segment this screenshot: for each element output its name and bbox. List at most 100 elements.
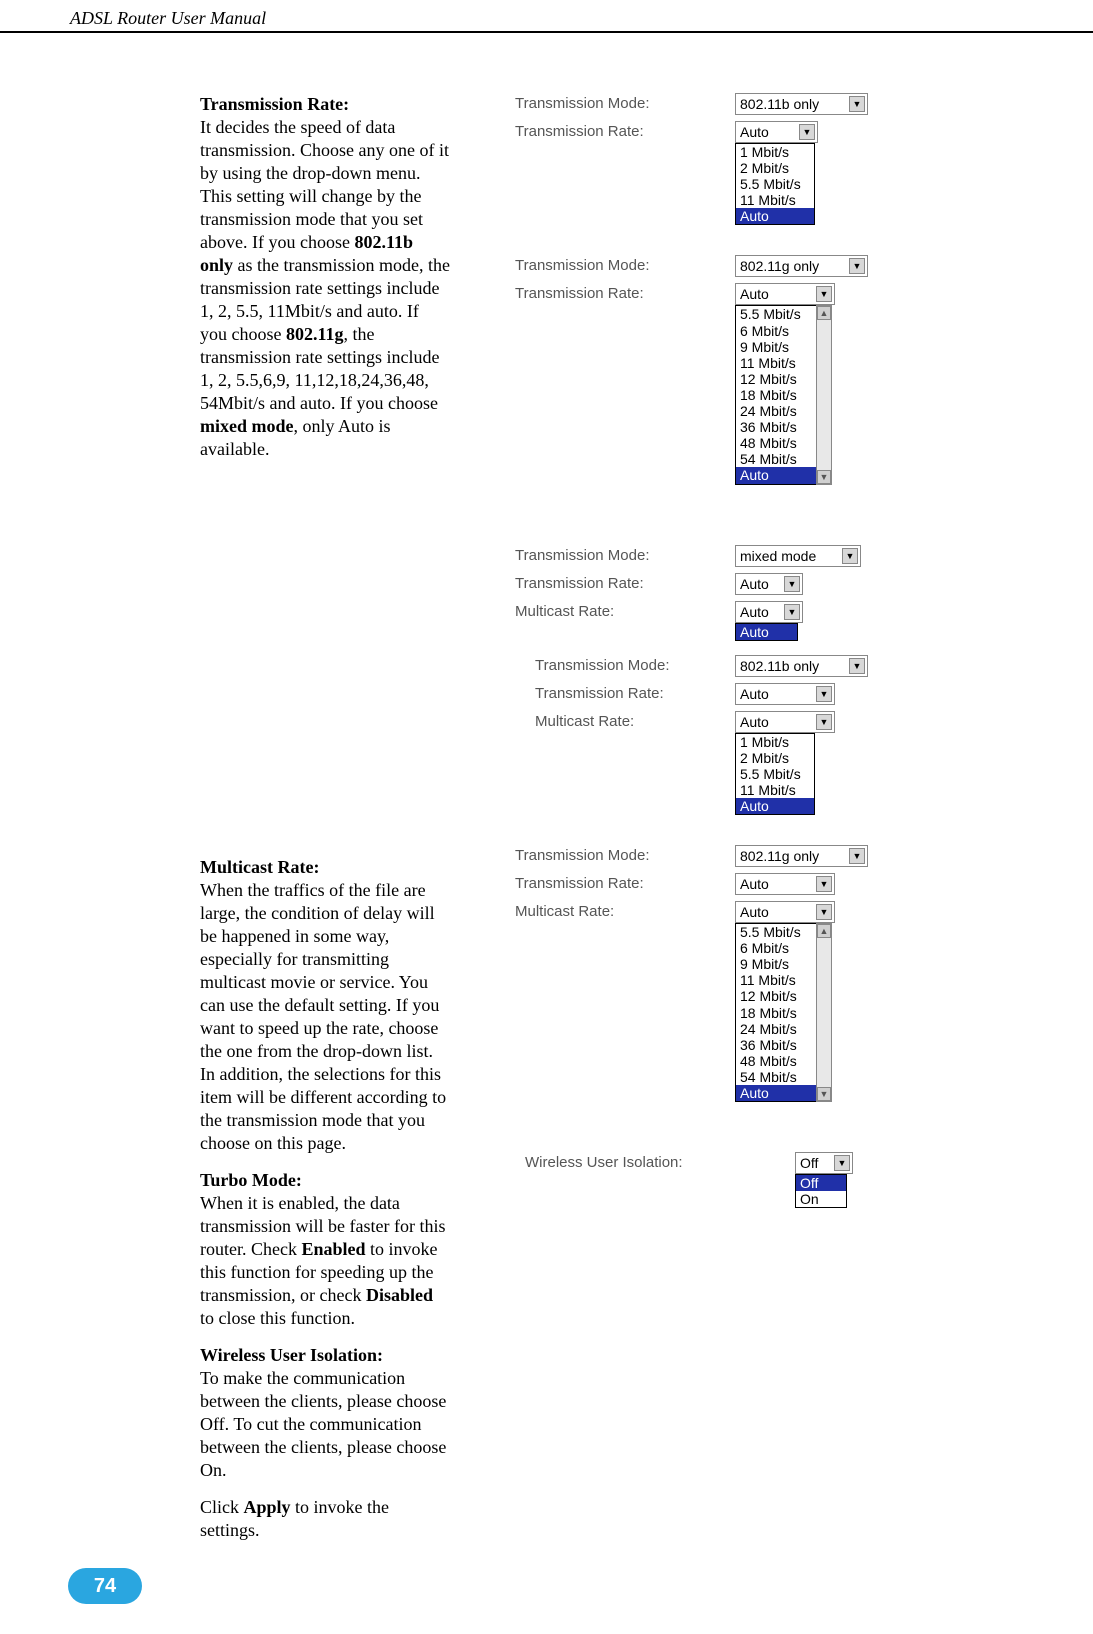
chevron-down-icon: ▼ [784,576,800,592]
list-item[interactable]: Auto [736,467,816,483]
label-transmission-mode: Transmission Mode: [515,93,735,112]
wireless-isolation-title: Wireless User Isolation: [200,1345,383,1365]
list-item[interactable]: Auto [736,208,814,224]
list-item[interactable]: 54 Mbit/s [736,451,816,467]
list-item[interactable]: 11 Mbit/s [736,192,814,208]
text-bold: Disabled [366,1285,433,1305]
text-bold: 802.11g [286,324,344,344]
list-item[interactable]: 9 Mbit/s [736,956,816,972]
list-item[interactable]: Auto [736,798,814,814]
list-item[interactable]: 5.5 Mbit/s [736,176,814,192]
chevron-down-icon: ▼ [849,848,865,864]
transmission-rate-select[interactable]: Auto▼ [735,683,835,705]
transmission-mode-select[interactable]: 802.11b only▼ [735,655,868,677]
label-transmission-rate: Transmission Rate: [515,573,735,592]
chevron-down-icon: ▼ [816,714,832,730]
list-item[interactable]: 2 Mbit/s [736,750,814,766]
text: When the traffics of the file are large,… [200,880,446,1153]
text: To make the communication between the cl… [200,1368,446,1480]
text: Click [200,1497,244,1517]
ui-block-1: Transmission Mode: 802.11b only▼ Transmi… [460,93,1063,225]
transmission-mode-select[interactable]: mixed mode▼ [735,545,861,567]
chevron-down-icon: ▼ [849,96,865,112]
list-item[interactable]: 11 Mbit/s [736,355,816,371]
list-item[interactable]: 11 Mbit/s [736,972,816,988]
transmission-rate-select[interactable]: Auto▼ [735,873,835,895]
list-item[interactable]: 1 Mbit/s [736,144,814,160]
rate-options-listbox[interactable]: 1 Mbit/s2 Mbit/s5.5 Mbit/s11 Mbit/sAuto [735,143,815,225]
list-item[interactable]: 12 Mbit/s [736,371,816,387]
transmission-rate-select[interactable]: Auto▼ [735,121,818,143]
list-item[interactable]: On [796,1191,846,1207]
list-item[interactable]: 6 Mbit/s [736,323,816,339]
isolation-options-listbox[interactable]: OffOn [795,1174,847,1208]
rate-options-listbox[interactable]: 5.5 Mbit/s6 Mbit/s9 Mbit/s11 Mbit/s12 Mb… [735,305,816,484]
ui-block-3: Transmission Mode: mixed mode▼ Transmiss… [460,545,1063,641]
list-item[interactable]: 36 Mbit/s [736,1037,816,1053]
multicast-rate-select[interactable]: Auto▼ [735,601,803,623]
list-item[interactable]: 5.5 Mbit/s [736,924,816,940]
list-item[interactable]: Auto [736,1085,816,1101]
ui-block-5: Transmission Mode: 802.11g only▼ Transmi… [460,845,1063,1102]
chevron-down-icon: ▼ [849,258,865,274]
label-wireless-isolation: Wireless User Isolation: [525,1152,795,1171]
list-item[interactable]: 2 Mbit/s [736,160,814,176]
transmission-mode-select[interactable]: 802.11b only▼ [735,93,868,115]
chevron-down-icon: ▼ [816,876,832,892]
chevron-down-icon: ▼ [834,1155,850,1171]
multicast-options-listbox[interactable]: 5.5 Mbit/s6 Mbit/s9 Mbit/s11 Mbit/s12 Mb… [735,923,816,1102]
list-item[interactable]: 24 Mbit/s [736,1021,816,1037]
label-transmission-mode: Transmission Mode: [515,545,735,564]
list-item[interactable]: 18 Mbit/s [736,387,816,403]
list-item[interactable]: 12 Mbit/s [736,988,816,1004]
scrollbar[interactable]: ▲▼ [816,305,832,484]
transmission-rate-title: Transmission Rate: [200,94,349,114]
list-item[interactable]: 48 Mbit/s [736,1053,816,1069]
list-item[interactable]: 11 Mbit/s [736,782,814,798]
scroll-down-icon[interactable]: ▼ [817,470,831,484]
transmission-mode-select[interactable]: 802.11g only▼ [735,845,868,867]
label-transmission-mode: Transmission Mode: [535,655,735,674]
chevron-down-icon: ▼ [816,904,832,920]
list-item[interactable]: Auto [736,624,797,640]
list-item[interactable]: 24 Mbit/s [736,403,816,419]
list-item[interactable]: 6 Mbit/s [736,940,816,956]
multicast-rate-select[interactable]: Auto▼ [735,901,835,923]
page-number-badge: 74 [68,1568,142,1604]
ui-block-2: Transmission Mode: 802.11g only▼ Transmi… [460,255,1063,484]
text-bold: Apply [244,1497,291,1517]
list-item[interactable]: 54 Mbit/s [736,1069,816,1085]
list-item[interactable]: 5.5 Mbit/s [736,306,816,322]
wireless-isolation-select[interactable]: Off▼ [795,1152,853,1174]
list-item[interactable]: 48 Mbit/s [736,435,816,451]
scroll-up-icon[interactable]: ▲ [817,306,831,320]
multicast-options-listbox[interactable]: Auto [735,623,798,641]
label-transmission-rate: Transmission Rate: [515,283,735,302]
list-item[interactable]: 18 Mbit/s [736,1005,816,1021]
multicast-options-listbox[interactable]: 1 Mbit/s2 Mbit/s5.5 Mbit/s11 Mbit/sAuto [735,733,815,815]
label-transmission-mode: Transmission Mode: [515,845,735,864]
label-multicast-rate: Multicast Rate: [515,601,735,620]
list-item[interactable]: 36 Mbit/s [736,419,816,435]
ui-block-isolation: Wireless User Isolation: Off▼ OffOn [460,1152,1063,1208]
ui-block-4: Transmission Mode: 802.11b only▼ Transmi… [460,655,1063,815]
screenshots-column: Transmission Mode: 802.11b only▼ Transmi… [460,93,1063,1556]
list-item[interactable]: 1 Mbit/s [736,734,814,750]
scrollbar[interactable]: ▲▼ [816,923,832,1102]
label-transmission-rate: Transmission Rate: [515,121,735,140]
multicast-rate-select[interactable]: Auto▼ [735,711,835,733]
list-item[interactable]: 9 Mbit/s [736,339,816,355]
transmission-rate-select[interactable]: Auto▼ [735,283,835,305]
transmission-rate-select[interactable]: Auto▼ [735,573,803,595]
transmission-mode-select[interactable]: 802.11g only▼ [735,255,868,277]
text-bold: mixed mode [200,416,294,436]
label-transmission-rate: Transmission Rate: [515,873,735,892]
scroll-down-icon[interactable]: ▼ [817,1087,831,1101]
text-bold: Enabled [301,1239,365,1259]
chevron-down-icon: ▼ [842,548,858,564]
label-multicast-rate: Multicast Rate: [535,711,735,730]
turbo-mode-title: Turbo Mode: [200,1170,302,1190]
list-item[interactable]: Off [796,1175,846,1191]
list-item[interactable]: 5.5 Mbit/s [736,766,814,782]
scroll-up-icon[interactable]: ▲ [817,924,831,938]
